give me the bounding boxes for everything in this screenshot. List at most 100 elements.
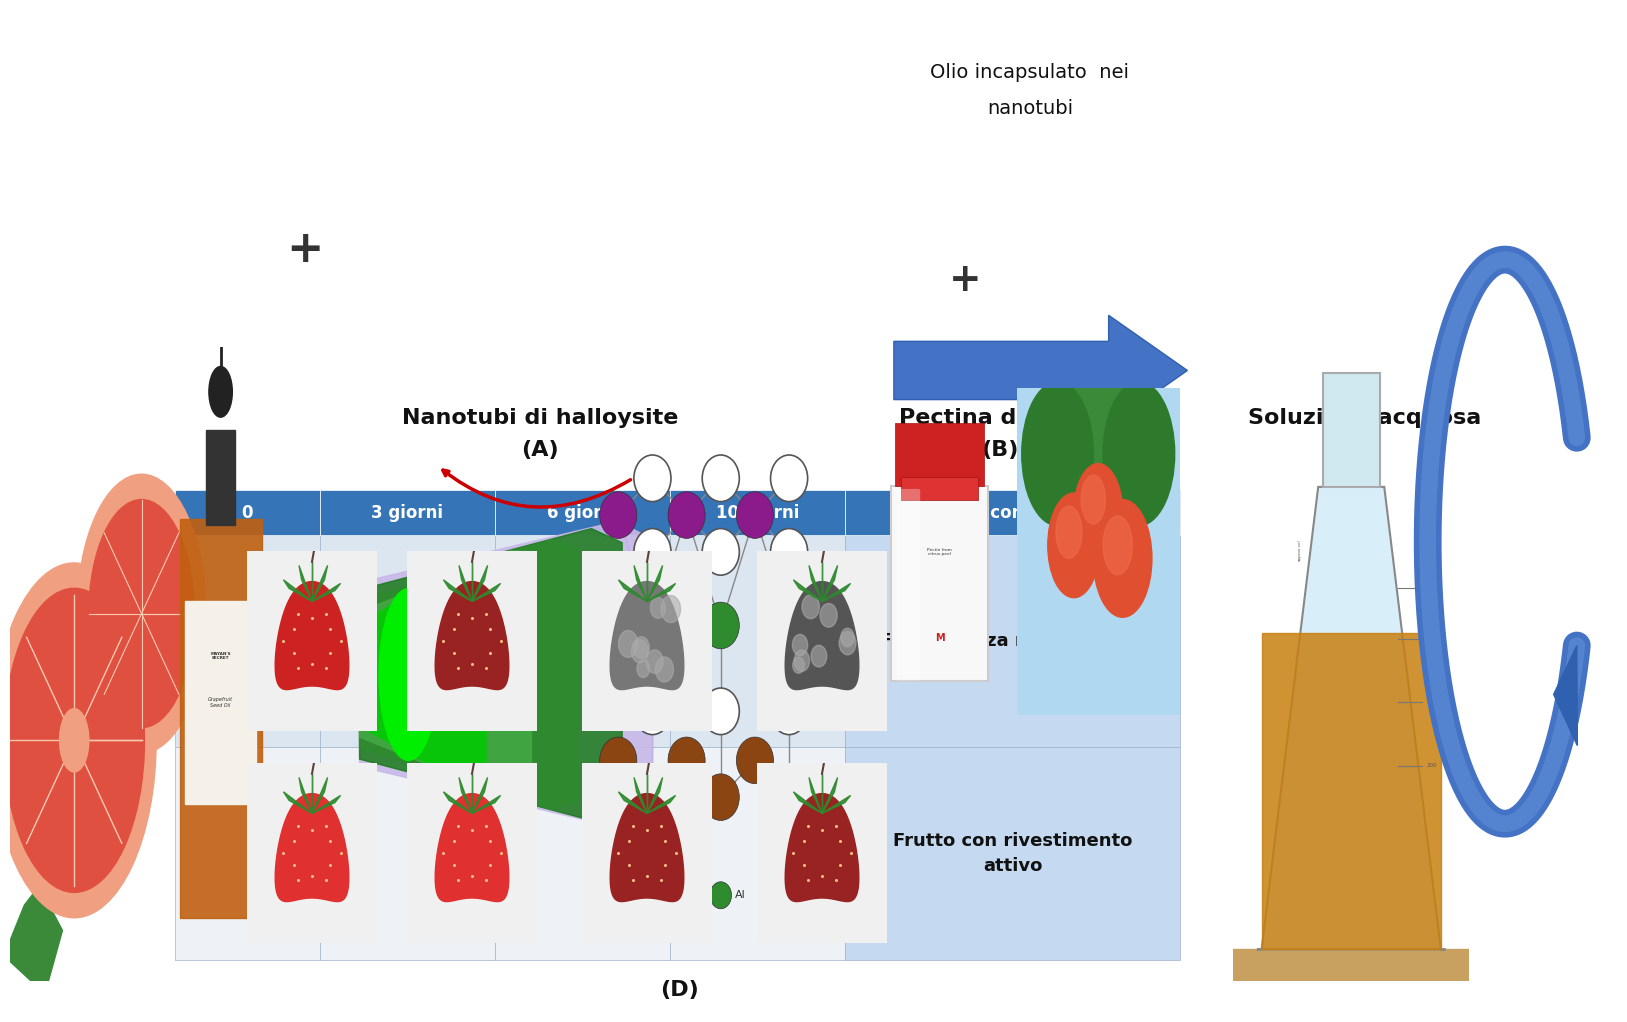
Circle shape xyxy=(661,596,680,622)
Circle shape xyxy=(635,774,670,821)
Polygon shape xyxy=(444,792,472,814)
Circle shape xyxy=(771,774,807,821)
Circle shape xyxy=(1093,500,1152,617)
Polygon shape xyxy=(434,582,509,690)
Bar xyxy=(670,535,844,747)
Polygon shape xyxy=(1261,633,1442,949)
Text: Pectina da mele: Pectina da mele xyxy=(900,408,1100,428)
Circle shape xyxy=(737,492,773,539)
Text: O: O xyxy=(643,890,651,900)
Circle shape xyxy=(1056,506,1082,558)
Polygon shape xyxy=(360,521,652,828)
Circle shape xyxy=(1048,493,1100,598)
Bar xyxy=(176,747,321,960)
Circle shape xyxy=(841,629,854,647)
Circle shape xyxy=(661,882,683,909)
Polygon shape xyxy=(618,792,648,814)
Bar xyxy=(321,490,495,535)
Circle shape xyxy=(1074,464,1123,562)
Polygon shape xyxy=(283,792,312,814)
Text: Olio incapsulato  nei: Olio incapsulato nei xyxy=(931,62,1129,82)
Text: 400: 400 xyxy=(1427,637,1437,642)
Circle shape xyxy=(703,528,739,575)
Polygon shape xyxy=(434,794,509,901)
Text: +: + xyxy=(949,261,981,299)
Bar xyxy=(207,430,236,525)
Circle shape xyxy=(646,650,664,673)
Polygon shape xyxy=(648,584,675,601)
Circle shape xyxy=(792,657,804,673)
Bar xyxy=(1233,949,1469,981)
Polygon shape xyxy=(648,778,662,814)
Polygon shape xyxy=(635,565,648,601)
Text: 200: 200 xyxy=(1427,763,1437,769)
Bar xyxy=(844,747,1180,960)
Text: 10 giorni: 10 giorni xyxy=(716,504,799,521)
Bar xyxy=(892,486,988,681)
Bar xyxy=(495,490,670,535)
Polygon shape xyxy=(1256,486,1445,949)
Polygon shape xyxy=(648,565,662,601)
Circle shape xyxy=(635,602,670,649)
Circle shape xyxy=(656,657,674,682)
Circle shape xyxy=(651,597,665,618)
Polygon shape xyxy=(822,795,851,814)
Bar xyxy=(1323,373,1380,486)
Circle shape xyxy=(89,500,194,728)
Circle shape xyxy=(794,650,810,671)
Bar xyxy=(321,535,495,747)
Circle shape xyxy=(60,708,89,772)
Polygon shape xyxy=(275,582,348,690)
Polygon shape xyxy=(3,886,62,993)
Polygon shape xyxy=(283,579,312,601)
Polygon shape xyxy=(312,584,340,601)
Circle shape xyxy=(635,455,670,502)
Circle shape xyxy=(600,492,636,539)
Text: 6 giorni: 6 giorni xyxy=(547,504,618,521)
Polygon shape xyxy=(618,579,648,601)
Polygon shape xyxy=(360,556,486,793)
Circle shape xyxy=(618,631,638,657)
Polygon shape xyxy=(459,565,472,601)
Circle shape xyxy=(703,602,739,649)
Text: approx.vol: approx.vol xyxy=(1297,540,1302,561)
Text: Al: Al xyxy=(735,890,747,900)
Polygon shape xyxy=(648,795,675,814)
Text: 300: 300 xyxy=(1427,700,1437,705)
FancyArrow shape xyxy=(893,316,1188,426)
Bar xyxy=(495,747,670,960)
FancyBboxPatch shape xyxy=(896,489,921,681)
Circle shape xyxy=(1103,382,1175,525)
Bar xyxy=(176,490,321,535)
Text: (D): (D) xyxy=(661,980,700,1000)
Bar xyxy=(179,518,262,918)
Polygon shape xyxy=(312,795,340,814)
Polygon shape xyxy=(472,778,488,814)
Circle shape xyxy=(771,528,807,575)
Circle shape xyxy=(771,455,807,502)
Circle shape xyxy=(802,595,820,618)
Polygon shape xyxy=(472,584,501,601)
Circle shape xyxy=(820,603,838,628)
Circle shape xyxy=(792,635,807,655)
Polygon shape xyxy=(360,551,532,798)
Polygon shape xyxy=(360,528,622,821)
Bar xyxy=(321,747,495,960)
Polygon shape xyxy=(1554,646,1577,746)
Text: Pectin from
citrus peel: Pectin from citrus peel xyxy=(927,548,952,556)
Circle shape xyxy=(758,882,781,909)
Bar xyxy=(901,477,978,501)
Circle shape xyxy=(1080,475,1106,524)
Text: Frutto senza rivestimento: Frutto senza rivestimento xyxy=(882,633,1144,650)
Bar xyxy=(895,423,984,486)
Polygon shape xyxy=(610,582,683,690)
Polygon shape xyxy=(275,794,348,901)
Circle shape xyxy=(771,688,807,735)
Bar xyxy=(185,601,255,803)
Circle shape xyxy=(669,492,704,539)
Circle shape xyxy=(600,737,636,784)
Text: 500
ml: 500 ml xyxy=(1427,545,1438,556)
Polygon shape xyxy=(444,579,472,601)
Polygon shape xyxy=(794,792,822,814)
Circle shape xyxy=(208,367,233,417)
